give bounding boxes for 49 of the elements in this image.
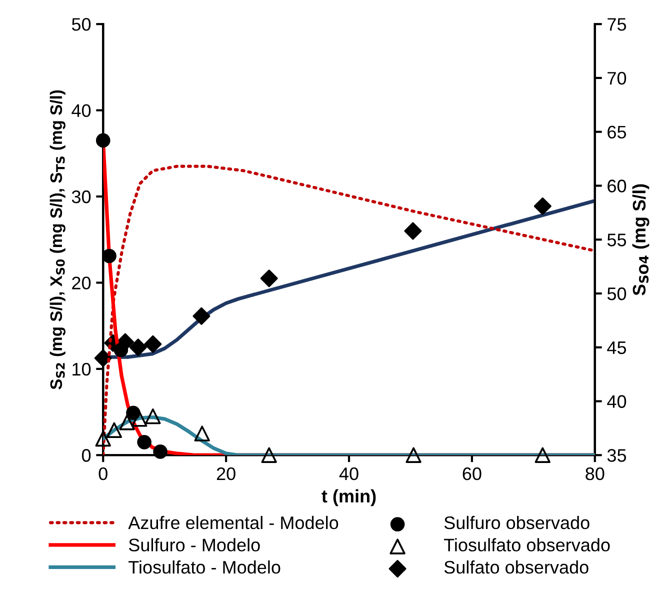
- legend-label: Sulfuro - Modelo: [128, 538, 260, 552]
- x-tick-label: 40: [339, 467, 358, 480]
- y2-tick-label: 50: [607, 287, 626, 300]
- legend-label: Sulfato observado: [444, 560, 588, 574]
- point: [261, 447, 277, 463]
- point: [95, 430, 111, 447]
- x-tick-label: 0: [98, 467, 108, 480]
- y-axis-title: S$_{S2}$ (mg S/l), X$_{S0}$ (mg S/l), S$_{TS}$ (mg S/l): [50, 90, 66, 390]
- point: [102, 248, 116, 264]
- point: [534, 197, 552, 215]
- y2-tick-label: 75: [608, 18, 626, 31]
- legend-label: Sulfuro observado: [444, 516, 590, 530]
- x-axis-title: t (min): [322, 489, 376, 506]
- y2-tick-label: 65: [608, 126, 626, 139]
- point: [132, 411, 148, 427]
- point: [406, 447, 422, 463]
- y-tick-label: 40: [72, 104, 91, 118]
- x-tick-label: 80: [586, 467, 604, 480]
- x-tick-label: 60: [462, 467, 482, 480]
- y2-tick-label: 70: [608, 72, 626, 85]
- x-tick-label: 20: [216, 467, 236, 480]
- point: [534, 447, 550, 463]
- point: [114, 342, 128, 358]
- point: [144, 335, 162, 353]
- point: [106, 422, 122, 438]
- y2-tick-label: 55: [607, 234, 626, 246]
- y2-tick-label: 40: [607, 395, 626, 408]
- legend-label: Tiosulfato observado: [444, 538, 610, 552]
- point: [192, 307, 210, 325]
- y-tick-label: 0: [82, 449, 91, 462]
- y-tick-label: 10: [72, 362, 91, 376]
- point: [129, 338, 147, 356]
- y2-tick-label: 35: [607, 449, 626, 462]
- point: [137, 435, 152, 450]
- y2-tick-label: 60: [608, 180, 626, 192]
- point: [119, 414, 135, 430]
- y2-axis-title: S$_{SO4}$ (mg S/l): [632, 184, 650, 296]
- point: [260, 270, 278, 288]
- point: [404, 222, 422, 240]
- point: [194, 426, 210, 442]
- point: [145, 408, 161, 424]
- legend-label: Azufre elemental - Modelo: [128, 516, 338, 530]
- point: [153, 444, 168, 459]
- legend-label: Tiosulfato - Modelo: [128, 560, 280, 574]
- y-tick-label: 20: [72, 276, 91, 290]
- y2-tick-label: 45: [607, 341, 626, 354]
- point: [96, 133, 110, 148]
- y-tick-label: 50: [72, 18, 91, 31]
- y-tick-label: 30: [72, 190, 91, 204]
